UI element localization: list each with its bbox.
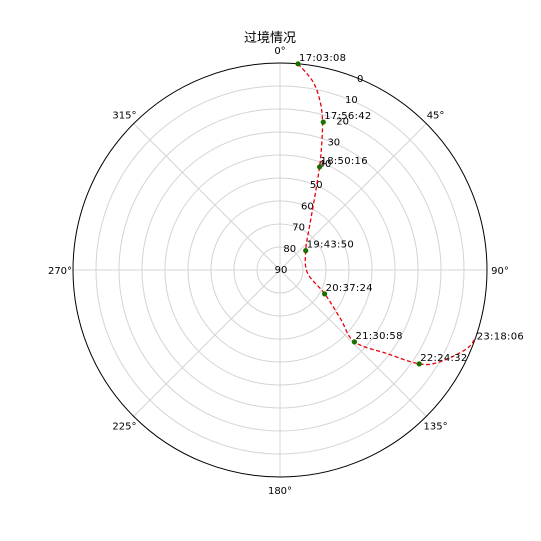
pass-point-marker (351, 339, 358, 345)
theta-tick-labels: 0° 45° 90° 135° 180° 225° 270° 315° (48, 46, 509, 497)
r-tick-label: 10 (345, 95, 358, 106)
pass-point-time-label: 21:30:58 (355, 331, 402, 342)
theta-tick-label: 135° (424, 422, 448, 433)
grid-spoke-45 (279, 123, 427, 271)
satellite-track-line (297, 63, 477, 366)
pass-point-time-label: 22:24:32 (420, 353, 467, 364)
r-tick-label: 40 (319, 159, 332, 170)
r-tick-label: 80 (283, 244, 296, 255)
r-tick-label: 60 (301, 201, 314, 212)
r-tick-labels: 0 10 20 30 40 50 60 70 80 90 (275, 74, 364, 276)
polar-grid (73, 63, 487, 477)
pass-point-time-label: 17:03:08 (299, 53, 346, 64)
r-tick-label: 20 (336, 116, 349, 127)
pass-point-time-label: 17:56:42 (324, 111, 371, 122)
theta-tick-label: 0° (274, 46, 285, 57)
grid-spoke-225 (133, 269, 281, 417)
theta-tick-label: 225° (112, 422, 136, 433)
pass-point-time-label: 20:37:24 (326, 283, 373, 294)
theta-tick-label: 315° (112, 110, 136, 121)
pass-point-marker (295, 61, 301, 67)
theta-tick-label: 270° (48, 266, 72, 277)
r-tick-label: 70 (292, 223, 305, 234)
theta-tick-label: 180° (268, 486, 292, 497)
theta-tick-label: 90° (491, 266, 509, 277)
r-tick-label: 50 (310, 180, 323, 191)
theta-tick-label: 45° (427, 110, 445, 121)
polar-frame (72, 62, 488, 478)
pass-point-time-label: 19:43:50 (307, 240, 354, 251)
r-tick-label: 30 (327, 138, 340, 149)
grid-spoke-315 (133, 123, 281, 271)
chart-title: 过境情况 (244, 31, 296, 46)
pass-point-marker (316, 164, 323, 170)
pass-point-labels: 17:03:08 17:56:42 18:50:16 19:43:50 20:37:24… (299, 53, 524, 364)
r-tick-label: 0 (357, 74, 363, 85)
r-tick-label: 90 (275, 265, 288, 276)
pass-point-marker (321, 291, 328, 297)
pass-end-time-label: 23:18:06 (477, 331, 524, 342)
pass-point-marker (303, 248, 309, 254)
pass-point-marker (320, 119, 326, 125)
pass-point-marker (416, 361, 422, 367)
pass-points (295, 61, 422, 367)
pass-point-time-label: 18:50:16 (321, 156, 368, 167)
